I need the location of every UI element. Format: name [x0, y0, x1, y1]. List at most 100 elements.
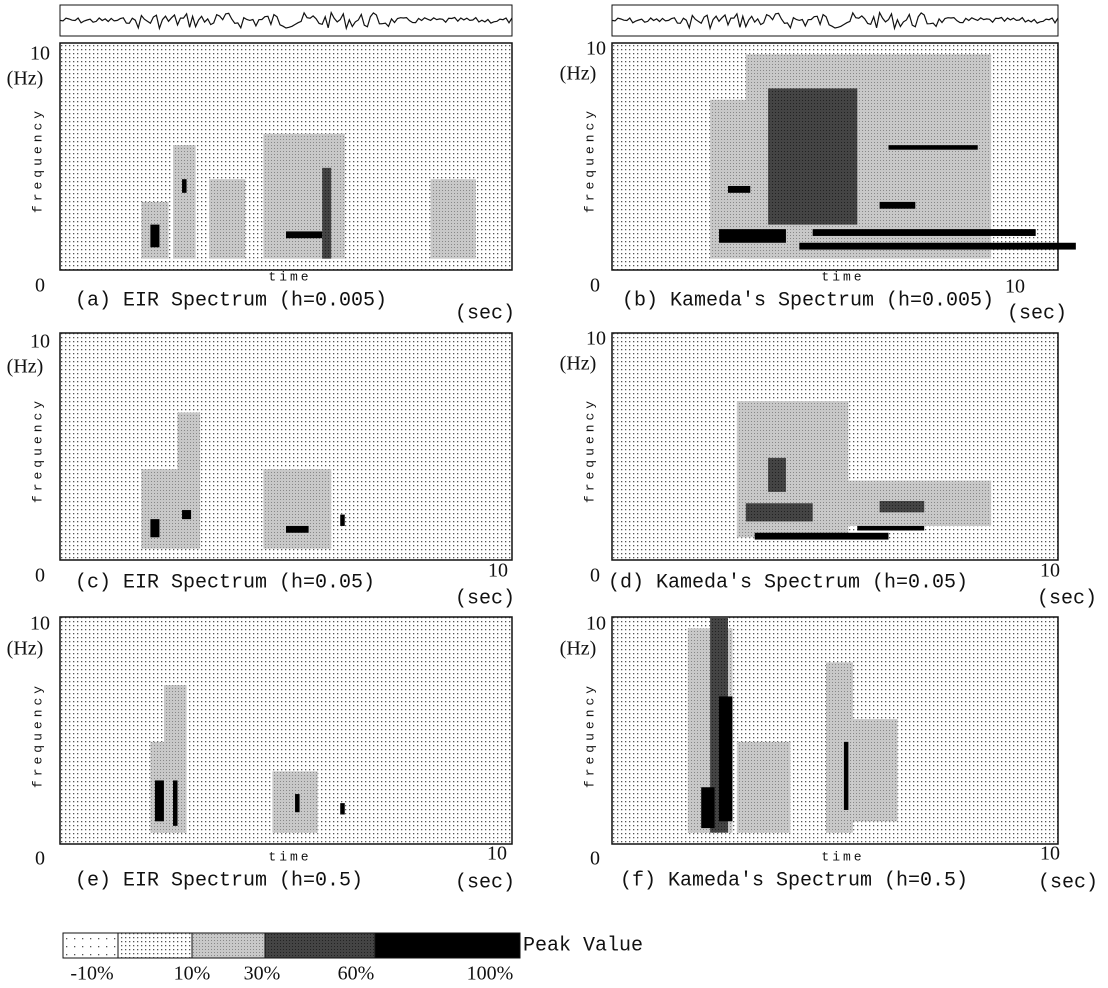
legend-label: 30% — [244, 963, 281, 985]
x-unit: (sec) — [455, 302, 515, 325]
origin-label: 0 — [590, 275, 600, 297]
x-axis-label: time — [821, 269, 864, 284]
panel: 10 (Hz) frequency 0 time (a) EIR Spectrum (h=… — [7, 42, 515, 325]
caption: (c) EIR Spectrum (h=0.05) — [75, 571, 375, 594]
legend-swatch — [374, 932, 521, 959]
spectrum-patch — [173, 145, 196, 259]
spectrum-patch — [182, 510, 192, 520]
y-unit: (Hz) — [560, 63, 597, 85]
spectrum-patch — [857, 525, 925, 531]
waveform — [59, 10, 513, 31]
legend: Peak Value -10% 10% 30% 60% 100% — [62, 932, 643, 985]
panel: 10 (Hz) frequency 0 time (f) Kameda's Spectru… — [560, 613, 1098, 895]
waveform — [611, 10, 1059, 31]
caption: (b) Kameda's Spectrum (h=0.005) — [622, 289, 994, 312]
y-axis-label: frequency — [30, 397, 45, 503]
spectrum-patch — [812, 229, 1036, 236]
x-axis-label: time — [268, 269, 311, 284]
spectrum-patch — [263, 133, 345, 259]
y-max-label: 10 — [586, 613, 606, 635]
y-unit: (Hz) — [560, 353, 597, 375]
x-max-label: 10 — [1005, 276, 1025, 298]
spectrum-patch — [286, 525, 309, 533]
caption: (e) EIR Spectrum (h=0.5) — [75, 869, 363, 892]
origin-label: 0 — [35, 848, 45, 870]
spectrum-patch — [719, 229, 786, 243]
spectrum-patch — [286, 231, 323, 239]
spectrum-patch — [340, 514, 345, 526]
x-max-label: 10 — [1040, 560, 1060, 582]
caption: (d) Kameda's Spectrum (h=0.05) — [608, 571, 968, 594]
spectrum-patch — [173, 780, 178, 826]
origin-label: 0 — [35, 565, 45, 587]
y-max-label: 10 — [30, 43, 50, 65]
y-max-label: 10 — [30, 613, 50, 635]
panel: 10 (Hz) frequency 0 (c) EIR Spectrum (h=0.05… — [7, 331, 515, 611]
spectrum-patch — [263, 469, 332, 549]
caption: (a) EIR Spectrum (h=0.005) — [75, 289, 387, 312]
x-unit: (sec) — [455, 587, 515, 610]
spectrum-patch — [150, 224, 160, 248]
spectrum-patch — [799, 242, 1076, 250]
legend-swatch — [62, 932, 119, 959]
spectrum-patch — [727, 186, 751, 193]
origin-label: 0 — [590, 848, 600, 870]
origin-label: 0 — [590, 565, 600, 587]
spectrum-patch — [768, 457, 786, 492]
y-axis-label: frequency — [30, 682, 45, 788]
spectrum-patch — [826, 662, 853, 833]
spectrum-patch — [154, 780, 164, 822]
panel: 10 (Hz) frequency 0 (d) Kameda's Spectrum (h… — [560, 328, 1097, 611]
origin-label: 0 — [35, 275, 45, 297]
spectrum-patch — [754, 532, 889, 540]
spectrum-patch — [736, 741, 791, 833]
x-max-label: 10 — [1040, 843, 1060, 865]
x-unit: (sec) — [455, 871, 515, 894]
panel: 10 (Hz) frequency 0 time (b) Kameda's Spectru… — [560, 38, 1076, 325]
y-unit: (Hz) — [560, 638, 597, 660]
legend-swatch — [191, 932, 266, 959]
y-unit: (Hz) — [7, 638, 44, 660]
spectrum-patch — [852, 719, 898, 822]
y-axis-label: frequency — [582, 107, 597, 213]
spectrum-patch — [209, 179, 246, 259]
legend-label: -10% — [70, 963, 113, 985]
spectrum-patch — [322, 167, 332, 259]
y-axis-label: frequency — [30, 107, 45, 213]
x-axis-label: time — [821, 849, 864, 864]
spectrum-patch — [879, 500, 925, 513]
spectrum-patch — [182, 179, 187, 193]
caption: (f) Kameda's Spectrum (h=0.5) — [620, 869, 968, 892]
legend-swatch — [117, 932, 193, 959]
spectrum-patch — [888, 145, 978, 150]
spectrum-patch — [295, 794, 300, 813]
x-max-label: 10 — [487, 843, 507, 865]
x-unit: (sec) — [1038, 871, 1098, 894]
y-unit: (Hz) — [7, 356, 44, 378]
y-axis-label: frequency — [582, 397, 597, 503]
spectrum-patch — [843, 741, 849, 810]
spectrum-patch — [719, 696, 733, 822]
y-axis-label: frequency — [582, 682, 597, 788]
spectrum-patch — [701, 787, 715, 829]
spectrum-patch — [768, 88, 858, 225]
legend-label: 60% — [338, 963, 375, 985]
y-max-label: 10 — [586, 328, 606, 350]
x-unit: (sec) — [1037, 587, 1097, 610]
y-unit: (Hz) — [7, 68, 44, 90]
y-max-label: 10 — [30, 331, 50, 353]
spectrum-patch — [430, 179, 476, 259]
x-max-label: 10 — [488, 560, 508, 582]
legend-label: 100% — [467, 963, 514, 985]
x-unit: (sec) — [1007, 302, 1067, 325]
spectrum-patch — [150, 519, 160, 538]
x-axis-label: time — [268, 849, 311, 864]
spectrum-patch — [177, 412, 201, 549]
spectrum-patch — [879, 201, 916, 209]
spectrum-patch — [340, 803, 345, 815]
panel: 10 (Hz) frequency 0 time (e) EIR Spectrum (h=… — [7, 613, 515, 895]
y-max-label: 10 — [586, 38, 606, 60]
legend-label: 10% — [174, 963, 211, 985]
spectrum-patch — [163, 685, 187, 833]
